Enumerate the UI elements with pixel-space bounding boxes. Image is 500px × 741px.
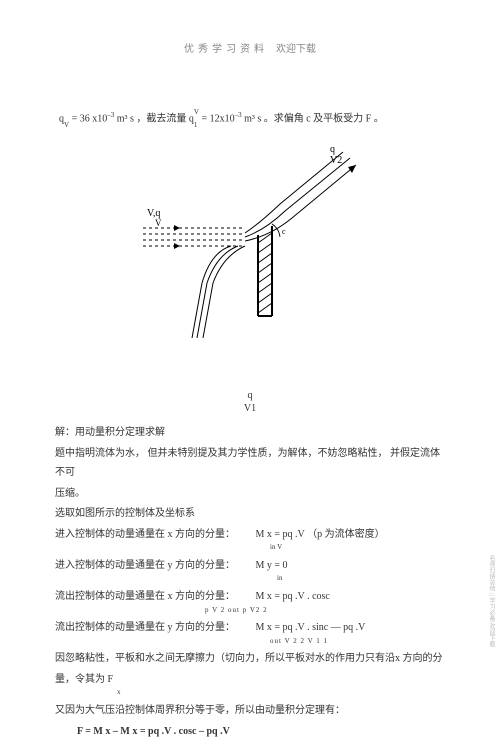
side-watermark: 名师归纳总结 | | 学习必备 欢迎下载 xyxy=(487,555,494,647)
l10a: 量，令其为 F xyxy=(55,674,113,685)
l7a: 流出控制体的动量通量在 x 方向的分量： xyxy=(55,591,235,602)
unit2: m³ s 。求偏角 c 及平板受力 F 。 xyxy=(244,113,384,124)
sol-line-11: 又因为大气压沿控制体周界积分等于零，所以由动量积分定理有： xyxy=(55,701,445,721)
sol-line-9: 因忽略粘性，平板和水之间无摩擦力（切向力，所以平板对水的作用力只有沿x 方向的分 xyxy=(55,649,445,669)
l5b: M x = pq .V （p 为流体密度） xyxy=(256,529,385,540)
problem-statement: qV = 36 x10–3 m³ s ，截去流量 qV1 = 12x10–3 m… xyxy=(55,100,445,128)
label-qV1: q V1 xyxy=(55,389,445,415)
l10sub: x xyxy=(55,686,445,700)
exp2: –3 xyxy=(235,111,242,119)
header-main: 优秀学习资料 xyxy=(184,44,268,55)
sol-line-4: 选取如图所示的控制体及坐标系 xyxy=(55,504,445,524)
eq1: = 36 x10 xyxy=(72,113,108,124)
solution-body: 解：用动量积分定理求解 题中指明流体为水， 但并未特别提及其力学性质，为解体，不… xyxy=(55,423,445,741)
eq2: = 12x10 xyxy=(201,113,234,124)
qV1-bot: V1 xyxy=(244,403,256,414)
l7b: M x = pq .V . cosc xyxy=(256,591,330,602)
header-sub: 欢迎下载 xyxy=(276,44,316,55)
svg-text:V: V xyxy=(155,218,162,228)
page-header: 优秀学习资料欢迎下载 xyxy=(55,40,445,55)
qV1-top: q xyxy=(248,390,253,401)
l5a: 进入控制体的动量通量在 x 方向的分量： xyxy=(55,529,235,540)
sol-line-12: F = M x – M x = pq .V . cosc – pq .V xyxy=(55,722,445,741)
svg-text:c: c xyxy=(282,227,286,236)
svg-text:V2: V2 xyxy=(330,155,342,166)
l8b: M x = pq .V . sinc — pq .V xyxy=(256,622,366,633)
exp1: –3 xyxy=(107,111,114,119)
sol-line-2: 题中指明流体为水， 但并未特别提及其力学性质，为解体，不妨忽略粘性， 并假定流体… xyxy=(55,444,445,483)
l6b: M y = 0 xyxy=(256,560,288,571)
l6a: 进入控制体的动量通量在 y 方向的分量： xyxy=(55,560,235,571)
sol-line-1: 解：用动量积分定理求解 xyxy=(55,423,445,443)
unit1: m³ s ，截去流量 q xyxy=(117,113,194,124)
svg-text:q: q xyxy=(330,144,335,155)
sol-line-3: 压缩。 xyxy=(55,484,445,504)
flow-diagram: q V2 V,q V c xyxy=(55,138,445,341)
l8a: 流出控制体的动量通量在 y 方向的分量： xyxy=(55,622,235,633)
